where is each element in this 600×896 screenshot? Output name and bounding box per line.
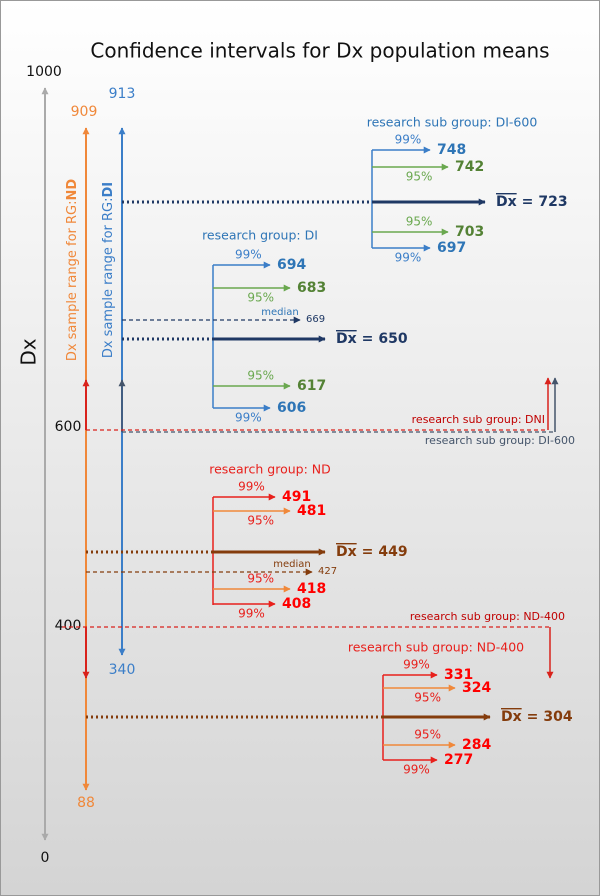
mean-value: 449 <box>378 544 407 560</box>
interval-value: 748 <box>437 142 466 158</box>
interval-value: 418 <box>297 581 326 597</box>
mean-equals: = <box>522 194 534 210</box>
interval-value: 694 <box>277 257 306 273</box>
axis-title: Dx <box>17 338 41 365</box>
group-title: research group: DI <box>202 228 318 243</box>
axis-tick-label: 0 <box>41 850 50 866</box>
median-value: 669 <box>306 314 325 325</box>
mean-symbol: Dx <box>336 544 357 560</box>
interval-level: 95% <box>406 170 433 184</box>
interval-value: 331 <box>444 667 473 683</box>
mean-symbol: Dx <box>336 331 357 347</box>
interval-level: 99% <box>238 480 265 494</box>
range-max: 913 <box>109 86 136 102</box>
axis-tick-label: 1000 <box>26 64 62 80</box>
interval-level: 99% <box>395 133 422 147</box>
interval-level: 95% <box>247 369 274 383</box>
interval-value: 703 <box>455 224 484 240</box>
interval-level: 95% <box>247 291 274 305</box>
interval-level: 95% <box>247 514 274 528</box>
interval-value: 481 <box>297 503 326 519</box>
range-min: 340 <box>109 662 136 678</box>
interval-value: 324 <box>462 680 491 696</box>
interval-value: 491 <box>282 489 311 505</box>
range-label: Dx sample range for RG:ND <box>65 179 80 362</box>
threshold-label: research sub group: ND-400 <box>410 610 565 623</box>
mean-value: 650 <box>378 331 407 347</box>
interval-value: 284 <box>462 737 491 753</box>
interval-level: 99% <box>403 658 430 672</box>
range-label-group: DI <box>101 182 116 198</box>
range-label: Dx sample range for RG:DI <box>101 182 116 358</box>
interval-level: 95% <box>414 728 441 742</box>
mean-label: Dx = 650 <box>336 331 408 347</box>
interval-level: 99% <box>235 411 262 425</box>
range-label-text: Dx sample range for RG: <box>65 201 80 362</box>
group-title: research group: ND <box>209 462 331 477</box>
mean-value: 723 <box>538 194 567 210</box>
interval-value: 742 <box>455 159 484 175</box>
title: Confidence intervals for Dx population m… <box>90 39 549 63</box>
group-title: research sub group: ND-400 <box>348 640 524 655</box>
mean-value: 304 <box>543 709 572 725</box>
interval-value: 617 <box>297 378 326 394</box>
interval-level: 99% <box>238 607 265 621</box>
interval-level: 99% <box>403 763 430 777</box>
interval-value: 277 <box>444 752 473 768</box>
interval-level: 99% <box>395 251 422 265</box>
range-label-text: Dx sample range for RG: <box>101 197 116 358</box>
mean-label: Dx = 723 <box>496 194 568 210</box>
interval-level: 95% <box>406 215 433 229</box>
mean-equals: = <box>527 709 539 725</box>
median-label: median <box>261 307 299 318</box>
interval-value: 683 <box>297 280 326 296</box>
interval-level: 99% <box>235 248 262 262</box>
range-max: 909 <box>71 104 98 120</box>
interval-level: 95% <box>247 572 274 586</box>
mean-symbol: Dx <box>501 709 522 725</box>
median-label: median <box>273 559 311 570</box>
mean-symbol: Dx <box>496 194 517 210</box>
axis-tick-label: 600 <box>55 419 82 435</box>
threshold-label: research sub group: DNI <box>412 413 545 426</box>
interval-level: 95% <box>414 691 441 705</box>
mean-equals: = <box>362 331 374 347</box>
threshold-label: research sub group: DI-600 <box>425 434 575 447</box>
interval-value: 697 <box>437 240 466 256</box>
median-value: 427 <box>318 566 337 577</box>
range-label-group: ND <box>65 179 80 201</box>
range-min: 88 <box>77 795 95 811</box>
axis-tick-label: 400 <box>55 618 82 634</box>
interval-value: 408 <box>282 596 311 612</box>
group-title: research sub group: DI-600 <box>367 115 538 130</box>
interval-value: 606 <box>277 400 306 416</box>
mean-label: Dx = 449 <box>336 544 408 560</box>
mean-equals: = <box>362 544 374 560</box>
mean-label: Dx = 304 <box>501 709 573 725</box>
